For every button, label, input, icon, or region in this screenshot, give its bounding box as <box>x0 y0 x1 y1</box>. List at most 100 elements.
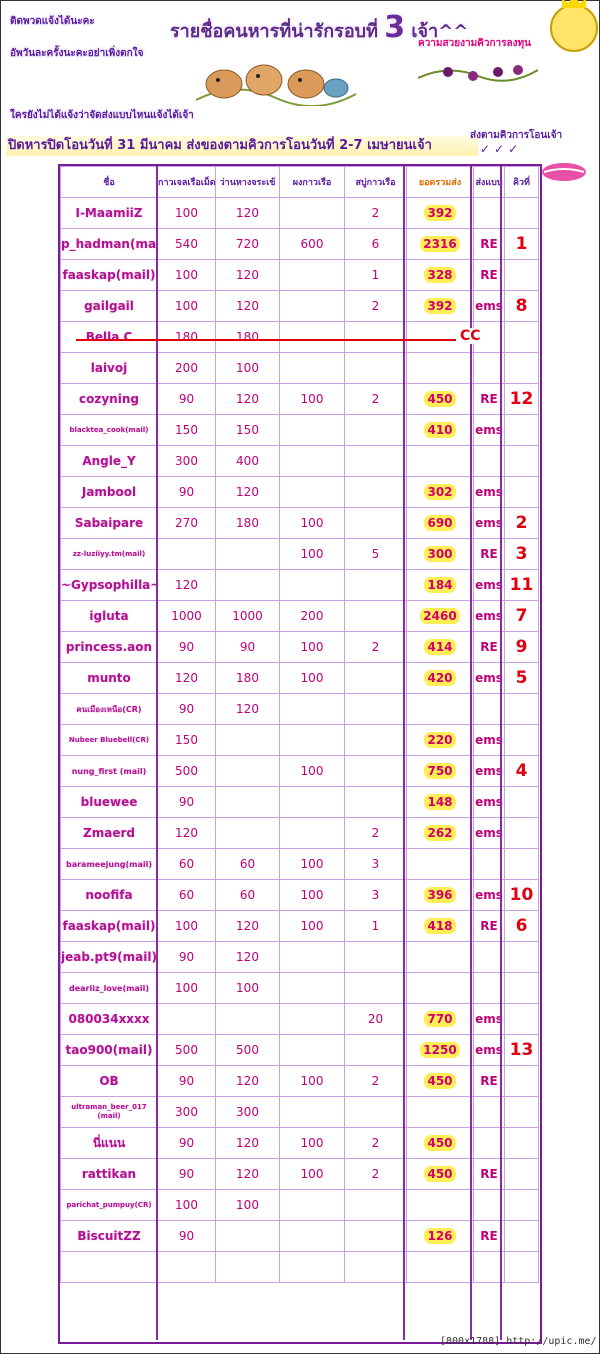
quantity-c3 <box>279 445 345 477</box>
queue-number: 11 <box>504 569 539 601</box>
quantity-c2 <box>215 1251 280 1283</box>
queue-number: 4 <box>504 755 539 787</box>
queue-number <box>504 321 539 353</box>
total-cell: 300 <box>406 538 474 570</box>
table-row: laivoj 200 100 <box>60 352 539 384</box>
queue-number: 9 <box>504 631 539 663</box>
shipping-method: ems <box>473 786 505 818</box>
quantity-c3: 100 <box>279 538 345 570</box>
total-amount: 750 <box>424 763 456 779</box>
total-amount: 220 <box>424 732 456 748</box>
quantity-c1: 90 <box>157 786 216 818</box>
quantity-c1: 90 <box>157 476 216 508</box>
member-name: ~Gypsophilla~ <box>60 569 158 601</box>
shipping-method: ems <box>473 507 505 539</box>
total-cell: 418 <box>406 910 474 942</box>
quantity-c1: 200 <box>157 352 216 384</box>
table-row: Zmaerd 120 2 262 ems <box>60 817 539 849</box>
orders-table: ชื่อ กาวเจลเรือเม็ด ว่านหางจระเข้ ผงกาวเรือ… <box>60 166 539 1283</box>
quantity-c1: 100 <box>157 290 216 322</box>
shipping-method: ems <box>473 569 505 601</box>
total-amount: 420 <box>424 670 456 686</box>
queue-number <box>504 1065 539 1097</box>
table-row: zz-luziiyy.tm(mail) 100 5 300 RE 3 <box>60 538 539 570</box>
table-row: nung_first (mail) 500 100 750 ems 4 <box>60 755 539 787</box>
quantity-c4 <box>344 786 407 818</box>
lipstick-kiss-icon <box>542 163 586 181</box>
quantity-c2: 180 <box>215 321 280 353</box>
quantity-c2: 100 <box>215 1189 280 1221</box>
table-row: BiscuitZZ 90 126 RE <box>60 1220 539 1252</box>
quantity-c3: 100 <box>279 848 345 880</box>
quantity-c4 <box>344 662 407 694</box>
quantity-c4: 2 <box>344 383 407 415</box>
queue-number <box>504 1158 539 1190</box>
total-cell: 750 <box>406 755 474 787</box>
shipping-method: ems <box>473 662 505 694</box>
member-name: OB <box>60 1065 158 1097</box>
table-row: noofifa 60 60 100 3 396 ems 10 <box>60 879 539 911</box>
quantity-c4: 2 <box>344 197 407 229</box>
total-cell: 184 <box>406 569 474 601</box>
quantity-c2: 120 <box>215 197 280 229</box>
total-cell: 2316 <box>406 228 474 260</box>
queue-number <box>504 259 539 291</box>
shipping-method: ems <box>473 476 505 508</box>
total-cell: 414 <box>406 631 474 663</box>
queue-number: 6 <box>504 910 539 942</box>
quantity-c2 <box>215 786 280 818</box>
member-name: blacktea_cook(mail) <box>60 414 158 446</box>
column-header: ยอดรวมส่ง <box>406 166 474 198</box>
shipping-method: ems <box>473 1003 505 1035</box>
total-cell: 450 <box>406 1127 474 1159</box>
total-cell: 690 <box>406 507 474 539</box>
quantity-c1: 100 <box>157 972 216 1004</box>
cancel-mark: CC <box>458 328 483 344</box>
quantity-c4 <box>344 414 407 446</box>
table-row: jeab.pt9(mail) 90 120 <box>60 941 539 973</box>
quantity-c2: 720 <box>215 228 280 260</box>
title-post: เจ้า^^ <box>411 21 469 42</box>
quantity-c3 <box>279 1096 345 1128</box>
quantity-c3 <box>279 414 345 446</box>
queue-number <box>504 1127 539 1159</box>
checkmarks: ✓✓✓ <box>480 142 523 156</box>
total-cell <box>406 848 474 880</box>
quantity-c1 <box>157 1003 216 1035</box>
total-amount: 396 <box>424 887 456 903</box>
member-name: ultraman_beer_017 (mail) <box>60 1096 158 1128</box>
queue-number: 1 <box>504 228 539 260</box>
quantity-c1: 90 <box>157 693 216 725</box>
table-row: cozyning 90 120 100 2 450 RE 12 <box>60 383 539 415</box>
quantity-c1: 300 <box>157 1096 216 1128</box>
quantity-c3 <box>279 1220 345 1252</box>
shipping-method: RE <box>473 383 505 415</box>
quantity-c2 <box>215 755 280 787</box>
member-name: parichat_pumpuy(CR) <box>60 1189 158 1221</box>
table-row: gailgail 100 120 2 392 ems 8 <box>60 290 539 322</box>
total-amount: 2316 <box>420 236 460 252</box>
quantity-c4 <box>344 941 407 973</box>
quantity-c1: 90 <box>157 941 216 973</box>
table-row: Angle_Y 300 400 <box>60 445 539 477</box>
member-name: igluta <box>60 600 158 632</box>
shipping-method: RE <box>473 259 505 291</box>
quantity-c1: 90 <box>157 1220 216 1252</box>
table-row: I-MaamiiZ 100 120 2 392 <box>60 197 539 229</box>
quantity-c2: 120 <box>215 476 280 508</box>
quantity-c1: 100 <box>157 259 216 291</box>
quantity-c2: 100 <box>215 352 280 384</box>
quantity-c1: 180 <box>157 321 216 353</box>
quantity-c3 <box>279 1034 345 1066</box>
total-cell: 396 <box>406 879 474 911</box>
member-name: rattikan <box>60 1158 158 1190</box>
queue-note: ส่งตามคิวการโอนเจ้า <box>470 130 563 141</box>
quantity-c4 <box>344 476 407 508</box>
total-amount: 148 <box>424 794 456 810</box>
total-amount: 300 <box>424 546 456 562</box>
queue-number <box>504 1220 539 1252</box>
column-header: สบู่กาวเรือ <box>344 166 407 198</box>
shipping-method <box>473 352 505 384</box>
quantity-c4 <box>344 569 407 601</box>
